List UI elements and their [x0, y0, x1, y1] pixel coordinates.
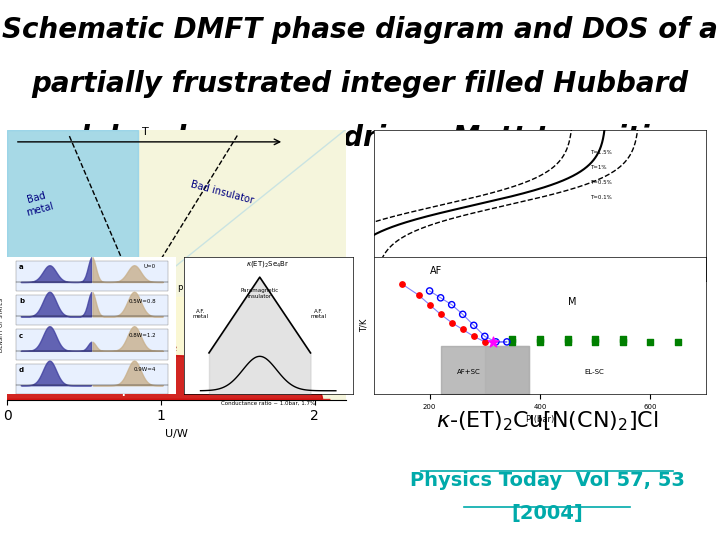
Text: T=0.5%: T=0.5% — [590, 180, 611, 185]
Point — [501, 338, 513, 346]
Point — [396, 280, 408, 288]
Bar — [16, 295, 168, 325]
Bar — [16, 364, 168, 394]
Point — [413, 291, 424, 299]
Text: $\kappa$(ET)$_2$Se$_4$Br: $\kappa$(ET)$_2$Se$_4$Br — [246, 259, 290, 269]
Text: T=0.1%: T=0.1% — [590, 195, 611, 200]
Text: partially frustrated integer filled Hubbard: partially frustrated integer filled Hubb… — [32, 70, 688, 98]
Text: FIG. 21  Phase diagram for...: FIG. 21 Phase diagram for... — [500, 295, 580, 300]
Text: T=1.5%: T=1.5% — [590, 150, 611, 155]
Point — [590, 335, 601, 343]
Text: AF+SC: AF+SC — [457, 368, 481, 375]
X-axis label: U/W: U/W — [165, 429, 188, 439]
Text: AF: AF — [430, 266, 442, 276]
Point — [479, 338, 490, 346]
Point — [435, 294, 446, 302]
Point — [507, 338, 518, 346]
Bar — [16, 261, 168, 291]
Point — [468, 321, 480, 329]
Text: $U_{C2}$: $U_{C2}$ — [161, 341, 179, 354]
Bar — [16, 329, 168, 360]
Point — [446, 318, 457, 327]
Point — [424, 300, 436, 309]
Text: M: M — [567, 296, 576, 307]
Text: Paramagnetic
insulator: Paramagnetic insulator — [220, 306, 287, 328]
Text: model and pressure driven Mott transition.: model and pressure driven Mott transitio… — [22, 124, 698, 152]
Text: Bad insulator: Bad insulator — [190, 179, 255, 205]
Text: c: c — [19, 333, 23, 339]
Point — [617, 338, 629, 346]
Text: Critical point: Critical point — [145, 282, 199, 292]
Text: Conductance ratio ~ 1.0bar, 1.7%: Conductance ratio ~ 1.0bar, 1.7% — [221, 401, 315, 406]
Point — [562, 338, 573, 346]
Polygon shape — [138, 296, 346, 363]
Point — [534, 335, 546, 343]
Point — [534, 338, 546, 346]
Polygon shape — [0, 355, 330, 400]
X-axis label: P (bar): P (bar) — [526, 415, 554, 424]
Text: Physics Today  Vol 57, 53: Physics Today Vol 57, 53 — [410, 471, 685, 490]
Text: Paramagnetic
insulator: Paramagnetic insulator — [240, 288, 279, 299]
Text: $\kappa$-(ET)$_2$Cu[N(CN)$_2$]Cl: $\kappa$-(ET)$_2$Cu[N(CN)$_2$]Cl — [436, 409, 658, 433]
Point — [446, 300, 457, 309]
Polygon shape — [7, 130, 138, 296]
Polygon shape — [122, 296, 168, 363]
Polygon shape — [138, 130, 346, 296]
Text: T=1%: T=1% — [590, 165, 606, 170]
Point — [672, 338, 684, 346]
Point — [424, 287, 436, 295]
Text: Bad
metal: Bad metal — [22, 190, 54, 218]
Point — [457, 325, 469, 334]
Y-axis label: T/K: T/K — [360, 319, 369, 332]
Text: 0.8W=1.2: 0.8W=1.2 — [128, 333, 156, 338]
Point — [644, 338, 656, 346]
Point — [435, 310, 446, 319]
Text: U=0: U=0 — [144, 264, 156, 269]
Text: T: T — [143, 126, 149, 137]
Text: d: d — [19, 367, 24, 373]
Point — [487, 338, 499, 346]
Point — [457, 310, 469, 319]
Point — [507, 335, 518, 343]
Text: 0.9W=4: 0.9W=4 — [134, 368, 156, 373]
Text: EL-SC: EL-SC — [584, 368, 604, 375]
Text: [2004]: [2004] — [511, 503, 583, 523]
Point — [617, 335, 629, 343]
Text: A.F.
metal: A.F. metal — [192, 309, 209, 320]
Point — [562, 335, 573, 343]
Point — [590, 338, 601, 346]
Text: Ordered
phase: Ordered phase — [115, 374, 161, 396]
Polygon shape — [7, 296, 138, 363]
Point — [468, 332, 480, 341]
Text: Fermi liquid: Fermi liquid — [9, 318, 66, 328]
Text: a: a — [19, 264, 24, 270]
Text: $U_{C1}$: $U_{C1}$ — [118, 341, 135, 354]
Point — [479, 332, 490, 341]
Text: b: b — [19, 299, 24, 305]
Y-axis label: DENSITY OF STATES: DENSITY OF STATES — [0, 298, 4, 353]
Text: A.F.
metal: A.F. metal — [311, 309, 327, 320]
Text: 0.5W=0.8: 0.5W=0.8 — [128, 299, 156, 303]
Point — [490, 338, 502, 346]
Text: Schematic DMFT phase diagram and DOS of a: Schematic DMFT phase diagram and DOS of … — [2, 16, 718, 44]
